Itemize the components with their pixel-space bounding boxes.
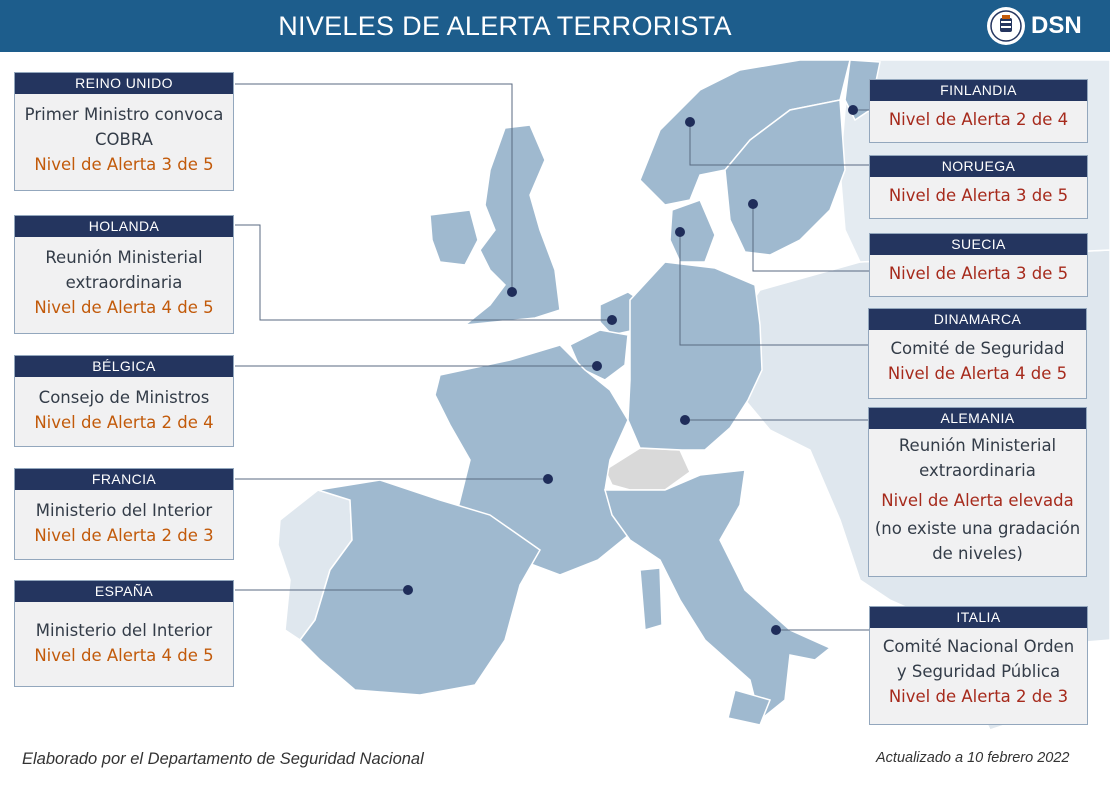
italy-shape	[604, 469, 832, 722]
marker-holanda	[607, 315, 617, 325]
denmark-shape	[669, 199, 716, 263]
ireland-shape	[429, 209, 479, 266]
markers	[403, 105, 858, 635]
spain-shape	[299, 479, 541, 696]
dsn-logo: DSN	[1031, 12, 1082, 39]
box-suecia: SUECIA Nivel de Alerta 3 de 5	[869, 233, 1088, 297]
box-italia: ITALIA Comité Nacional Orden y Seguridad…	[869, 606, 1088, 725]
alert-level-belgica: Nivel de Alerta 2 de 4	[34, 413, 214, 432]
box-line: Ministerio del Interior	[35, 621, 213, 640]
marker-francia	[543, 474, 553, 484]
box-header-espana: ESPAÑA	[15, 581, 233, 602]
page-title: NIVELES DE ALERTA TERRORISTA	[278, 11, 732, 41]
box-holanda: HOLANDA Reunión Ministerial extraordinar…	[14, 215, 234, 334]
corsica-sardinia-shape	[639, 567, 663, 631]
box-belgica: BÉLGICA Consejo de Ministros Nivel de Al…	[14, 355, 234, 447]
alert-level-holanda: Nivel de Alerta 4 de 5	[34, 298, 214, 317]
box-header-belgica: BÉLGICA	[15, 356, 233, 377]
box-line: COBRA	[95, 130, 153, 149]
marker-italia	[771, 625, 781, 635]
dsn-seal-icon	[987, 7, 1025, 45]
box-line: Comité Nacional Orden	[882, 637, 1075, 656]
germany-shape	[627, 261, 763, 451]
box-header-francia: FRANCIA	[15, 469, 233, 490]
footer-credit: Elaborado por el Departamento de Segurid…	[22, 750, 424, 768]
alert-level-suecia: Nivel de Alerta 3 de 5	[888, 264, 1069, 283]
box-reino-unido: REINO UNIDO Primer Ministro convoca COBR…	[14, 72, 234, 191]
box-header-noruega: NORUEGA	[870, 156, 1087, 177]
header-bar: NIVELES DE ALERTA TERRORISTA DSN	[0, 0, 1110, 52]
box-line: (no existe una gradación	[874, 519, 1081, 538]
sicily-shape	[727, 689, 772, 726]
box-header-italia: ITALIA	[870, 607, 1087, 628]
box-line: Comité de Seguridad	[890, 339, 1065, 358]
marker-noruega	[685, 117, 695, 127]
box-line: Reunión Ministerial	[45, 248, 203, 267]
box-line: Ministerio del Interior	[35, 501, 213, 520]
box-line: de niveles)	[932, 544, 1023, 563]
box-header-suecia: SUECIA	[870, 234, 1087, 255]
marker-finlandia	[848, 105, 858, 115]
box-header-finlandia: FINLANDIA	[870, 80, 1087, 101]
box-alemania: ALEMANIA Reunión Ministerial extraordina…	[868, 407, 1087, 577]
alert-level-alemania: Nivel de Alerta elevada	[881, 491, 1074, 510]
alert-level-dinamarca: Nivel de Alerta 4 de 5	[887, 364, 1068, 383]
connector-lines	[235, 83, 870, 631]
box-line: y Seguridad Pública	[896, 662, 1061, 681]
alert-level-finlandia: Nivel de Alerta 2 de 4	[888, 110, 1069, 129]
sweden-shape	[724, 99, 846, 256]
box-francia: FRANCIA Ministerio del Interior Nivel de…	[14, 468, 234, 560]
box-line: Primer Ministro convoca	[24, 105, 224, 124]
box-header-reino-unido: REINO UNIDO	[15, 73, 233, 94]
box-finlandia: FINLANDIA Nivel de Alerta 2 de 4	[869, 79, 1088, 143]
alert-level-espana: Nivel de Alerta 4 de 5	[34, 646, 214, 665]
box-espana: ESPAÑA Ministerio del Interior Nivel de …	[14, 580, 234, 687]
box-dinamarca: DINAMARCA Comité de Seguridad Nivel de A…	[868, 308, 1087, 399]
alert-level-italia: Nivel de Alerta 2 de 3	[888, 687, 1069, 706]
alert-level-reino-unido: Nivel de Alerta 3 de 5	[34, 155, 214, 174]
marker-espana	[403, 585, 413, 595]
box-line: extraordinaria	[65, 273, 183, 292]
alert-level-francia: Nivel de Alerta 2 de 3	[34, 526, 214, 545]
switzerland-shape	[604, 447, 691, 491]
marker-belgica	[592, 361, 602, 371]
box-line: Reunión Ministerial	[898, 436, 1057, 455]
marker-suecia	[748, 199, 758, 209]
finland-shape	[844, 59, 881, 122]
box-header-alemania: ALEMANIA	[869, 408, 1086, 429]
box-noruega: NORUEGA Nivel de Alerta 3 de 5	[869, 155, 1088, 219]
footer-updated: Actualizado a 10 febrero 2022	[876, 750, 1070, 766]
alert-level-noruega: Nivel de Alerta 3 de 5	[888, 186, 1069, 205]
marker-alemania	[680, 415, 690, 425]
box-header-holanda: HOLANDA	[15, 216, 233, 237]
box-line: Consejo de Ministros	[38, 388, 210, 407]
marker-reino-unido	[507, 287, 517, 297]
box-line: extraordinaria	[919, 461, 1036, 480]
box-header-dinamarca: DINAMARCA	[869, 309, 1086, 330]
marker-dinamarca	[675, 227, 685, 237]
highlighted-countries	[299, 59, 881, 726]
